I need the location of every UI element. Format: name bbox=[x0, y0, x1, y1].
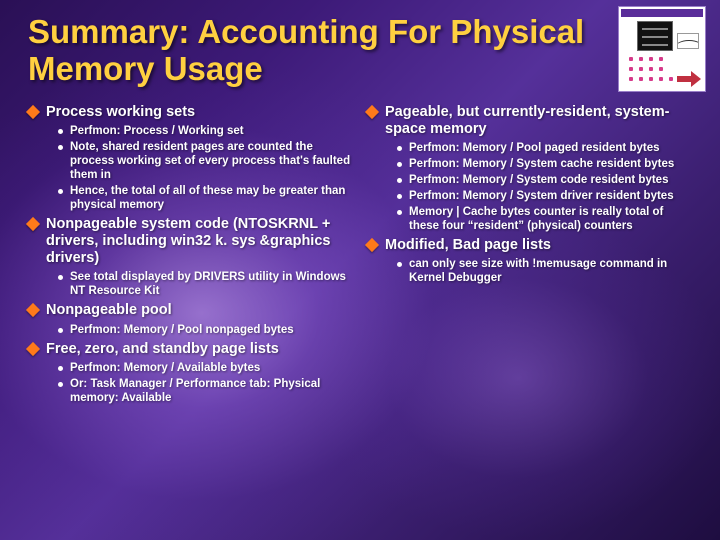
bullet-text: Perfmon: Memory / System driver resident… bbox=[409, 189, 674, 203]
bullet-text: Or: Task Manager / Performance tab: Phys… bbox=[70, 377, 353, 405]
bullet-icon bbox=[58, 328, 63, 333]
matrix-dot-icon bbox=[649, 77, 653, 81]
corner-graphic bbox=[618, 6, 706, 92]
right-section: Modified, Bad page lists can only see siz… bbox=[367, 237, 692, 285]
bullet-item: Perfmon: Memory / System driver resident… bbox=[397, 189, 692, 203]
bullet-icon bbox=[397, 210, 402, 215]
bullet-item: Perfmon: Memory / Available bytes bbox=[58, 361, 353, 375]
right-section: Pageable, but currently-resident, system… bbox=[367, 104, 692, 233]
bullet-item: Or: Task Manager / Performance tab: Phys… bbox=[58, 377, 353, 405]
section-heading-text: Free, zero, and standby page lists bbox=[46, 341, 279, 358]
section-items: can only see size with !memusage command… bbox=[367, 257, 692, 285]
bullet-icon bbox=[58, 366, 63, 371]
left-section: Free, zero, and standby page lists Perfmo… bbox=[28, 341, 353, 405]
left-column: Process working sets Perfmon: Process / W… bbox=[28, 104, 353, 409]
section-heading-text: Nonpageable pool bbox=[46, 302, 172, 319]
matrix-dot-icon bbox=[659, 57, 663, 61]
section-heading: Modified, Bad page lists bbox=[367, 237, 692, 254]
bullet-icon bbox=[397, 262, 402, 267]
section-heading-text: Pageable, but currently-resident, system… bbox=[385, 104, 692, 138]
diamond-icon bbox=[26, 105, 40, 119]
section-heading: Process working sets bbox=[28, 104, 353, 121]
bullet-icon bbox=[397, 194, 402, 199]
diamond-icon bbox=[365, 105, 379, 119]
bullet-item: Perfmon: Memory / Pool nonpaged bytes bbox=[58, 323, 353, 337]
bullet-icon bbox=[58, 275, 63, 280]
matrix-dot-icon bbox=[629, 67, 633, 71]
section-heading-text: Modified, Bad page lists bbox=[385, 237, 551, 254]
bullet-icon bbox=[397, 162, 402, 167]
matrix-dot-icon bbox=[649, 67, 653, 71]
section-items: Perfmon: Memory / Available bytes Or: Tas… bbox=[28, 361, 353, 405]
slide-title: Summary: Accounting For Physical Memory … bbox=[28, 14, 608, 88]
section-items: See total displayed by DRIVERS utility i… bbox=[28, 270, 353, 298]
bullet-text: Perfmon: Memory / Pool paged resident by… bbox=[409, 141, 660, 155]
bullet-icon bbox=[397, 146, 402, 151]
diamond-icon bbox=[26, 303, 40, 317]
bullet-icon bbox=[58, 145, 63, 150]
bullet-text: Perfmon: Memory / Available bytes bbox=[70, 361, 260, 375]
bullet-text: See total displayed by DRIVERS utility i… bbox=[70, 270, 353, 298]
bullet-text: Memory | Cache bytes counter is really t… bbox=[409, 205, 692, 233]
bullet-item: can only see size with !memusage command… bbox=[397, 257, 692, 285]
matrix-dot-icon bbox=[629, 57, 633, 61]
bullet-item: Hence, the total of all of these may be … bbox=[58, 184, 353, 212]
matrix-dot-icon bbox=[659, 67, 663, 71]
matrix-dot-icon bbox=[669, 77, 673, 81]
diamond-icon bbox=[26, 217, 40, 231]
section-heading-text: Nonpageable system code (NTOSKRNL + driv… bbox=[46, 216, 353, 267]
matrix-dot-icon bbox=[639, 57, 643, 61]
bullet-text: Perfmon: Process / Working set bbox=[70, 124, 244, 138]
bullet-text: Perfmon: Memory / Pool nonpaged bytes bbox=[70, 323, 294, 337]
left-section: Nonpageable system code (NTOSKRNL + driv… bbox=[28, 216, 353, 298]
section-items: Perfmon: Process / Working set Note, shar… bbox=[28, 124, 353, 212]
bullet-text: Note, shared resident pages are counted … bbox=[70, 140, 353, 182]
section-items: Perfmon: Memory / Pool paged resident by… bbox=[367, 141, 692, 233]
matrix-dot-icon bbox=[659, 77, 663, 81]
matrix-dot-icon bbox=[639, 67, 643, 71]
section-heading: Pageable, but currently-resident, system… bbox=[367, 104, 692, 138]
left-section: Process working sets Perfmon: Process / W… bbox=[28, 104, 353, 212]
bullet-icon bbox=[58, 382, 63, 387]
bullet-item: Perfmon: Memory / System code resident b… bbox=[397, 173, 692, 187]
bullet-text: Perfmon: Memory / System cache resident … bbox=[409, 157, 674, 171]
bullet-icon bbox=[58, 129, 63, 134]
diamond-icon bbox=[365, 238, 379, 252]
section-items: Perfmon: Memory / Pool nonpaged bytes bbox=[28, 323, 353, 337]
bullet-item: Perfmon: Memory / System cache resident … bbox=[397, 157, 692, 171]
matrix-dot-icon bbox=[649, 57, 653, 61]
bullet-item: Memory | Cache bytes counter is really t… bbox=[397, 205, 692, 233]
bullet-item: Note, shared resident pages are counted … bbox=[58, 140, 353, 182]
section-heading: Free, zero, and standby page lists bbox=[28, 341, 353, 358]
matrix-dot-icon bbox=[639, 77, 643, 81]
bullet-icon bbox=[58, 189, 63, 194]
bullet-text: Perfmon: Memory / System code resident b… bbox=[409, 173, 668, 187]
slide: Summary: Accounting For Physical Memory … bbox=[0, 0, 720, 540]
bullet-item: Perfmon: Memory / Pool paged resident by… bbox=[397, 141, 692, 155]
right-column: Pageable, but currently-resident, system… bbox=[367, 104, 692, 409]
content-columns: Process working sets Perfmon: Process / W… bbox=[28, 104, 692, 409]
bullet-text: can only see size with !memusage command… bbox=[409, 257, 692, 285]
diamond-icon bbox=[26, 342, 40, 356]
section-heading: Nonpageable pool bbox=[28, 302, 353, 319]
bullet-text: Hence, the total of all of these may be … bbox=[70, 184, 353, 212]
section-heading-text: Process working sets bbox=[46, 104, 195, 121]
left-section: Nonpageable pool Perfmon: Memory / Pool n… bbox=[28, 302, 353, 336]
section-heading: Nonpageable system code (NTOSKRNL + driv… bbox=[28, 216, 353, 267]
matrix-dot-icon bbox=[629, 77, 633, 81]
bullet-icon bbox=[397, 178, 402, 183]
bullet-item: Perfmon: Process / Working set bbox=[58, 124, 353, 138]
bullet-item: See total displayed by DRIVERS utility i… bbox=[58, 270, 353, 298]
